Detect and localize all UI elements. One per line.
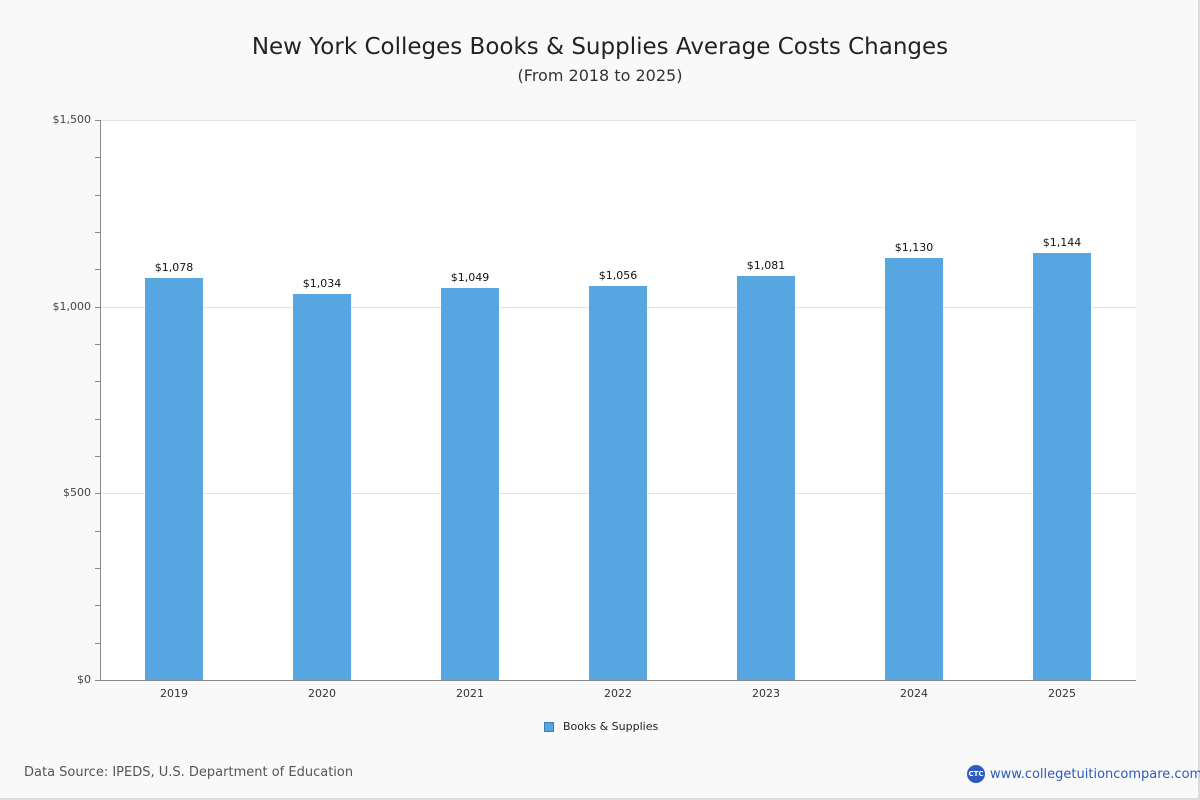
y-minor-tick	[95, 642, 100, 644]
bar-2019[interactable]	[145, 277, 203, 680]
y-tick-label: $500	[63, 486, 91, 500]
bar-value-label: $1,078	[154, 260, 194, 274]
y-tick	[95, 306, 100, 308]
x-tick-label: 2025	[1048, 687, 1076, 700]
brand-link[interactable]: CTC www.collegetuitioncompare.com	[967, 765, 1200, 783]
x-tick-label: 2019	[160, 687, 188, 700]
y-minor-tick	[95, 381, 100, 383]
chart-subtitle: (From 2018 to 2025)	[517, 66, 683, 85]
bar-2025[interactable]	[1033, 252, 1091, 680]
y-tick	[95, 680, 100, 681]
y-tick	[95, 493, 100, 495]
bar-value-label: $1,144	[1042, 235, 1082, 249]
x-tick-label: 2023	[752, 687, 780, 700]
x-tick-label: 2021	[456, 687, 484, 700]
bar-value-label: $1,049	[450, 271, 490, 285]
bar-value-label: $1,130	[894, 241, 934, 255]
bar-2020[interactable]	[293, 293, 351, 680]
x-tick-label: 2024	[900, 687, 928, 700]
bar-value-label: $1,056	[598, 268, 638, 282]
y-minor-tick	[95, 605, 100, 607]
brand-url: www.collegetuitioncompare.com	[990, 766, 1200, 782]
y-minor-tick	[95, 530, 100, 532]
y-minor-tick	[95, 232, 100, 233]
data-source: Data Source: IPEDS, U.S. Department of E…	[24, 765, 354, 780]
y-axis-line	[100, 120, 101, 681]
bar-2022[interactable]	[589, 285, 647, 680]
gridline	[100, 120, 1136, 121]
y-tick-label: $0	[77, 673, 91, 686]
legend-swatch-icon	[544, 721, 554, 732]
x-axis-line	[100, 680, 1136, 681]
bar-2024[interactable]	[885, 258, 943, 680]
y-tick-label: $1,000	[52, 299, 92, 313]
brand-logo-icon: CTC	[967, 765, 985, 783]
legend[interactable]: Books & Supplies	[544, 720, 658, 733]
y-minor-tick	[95, 456, 100, 457]
legend-label: Books & Supplies	[563, 720, 659, 733]
bar-2023[interactable]	[737, 276, 795, 680]
bar-value-label: $1,034	[302, 276, 342, 290]
y-tick	[95, 120, 100, 121]
y-minor-tick	[95, 157, 100, 159]
y-minor-tick	[95, 344, 100, 345]
y-minor-tick	[95, 418, 100, 420]
x-tick-label: 2022	[604, 687, 632, 700]
x-tick-label: 2020	[308, 687, 336, 700]
y-tick-label: $1,500	[52, 113, 92, 126]
bar-value-label: $1,081	[746, 259, 786, 273]
bar-2021[interactable]	[441, 288, 499, 680]
y-minor-tick	[95, 269, 100, 271]
y-minor-tick	[95, 194, 100, 196]
y-minor-tick	[95, 568, 100, 569]
chart-title: New York Colleges Books & Supplies Avera…	[251, 34, 949, 60]
